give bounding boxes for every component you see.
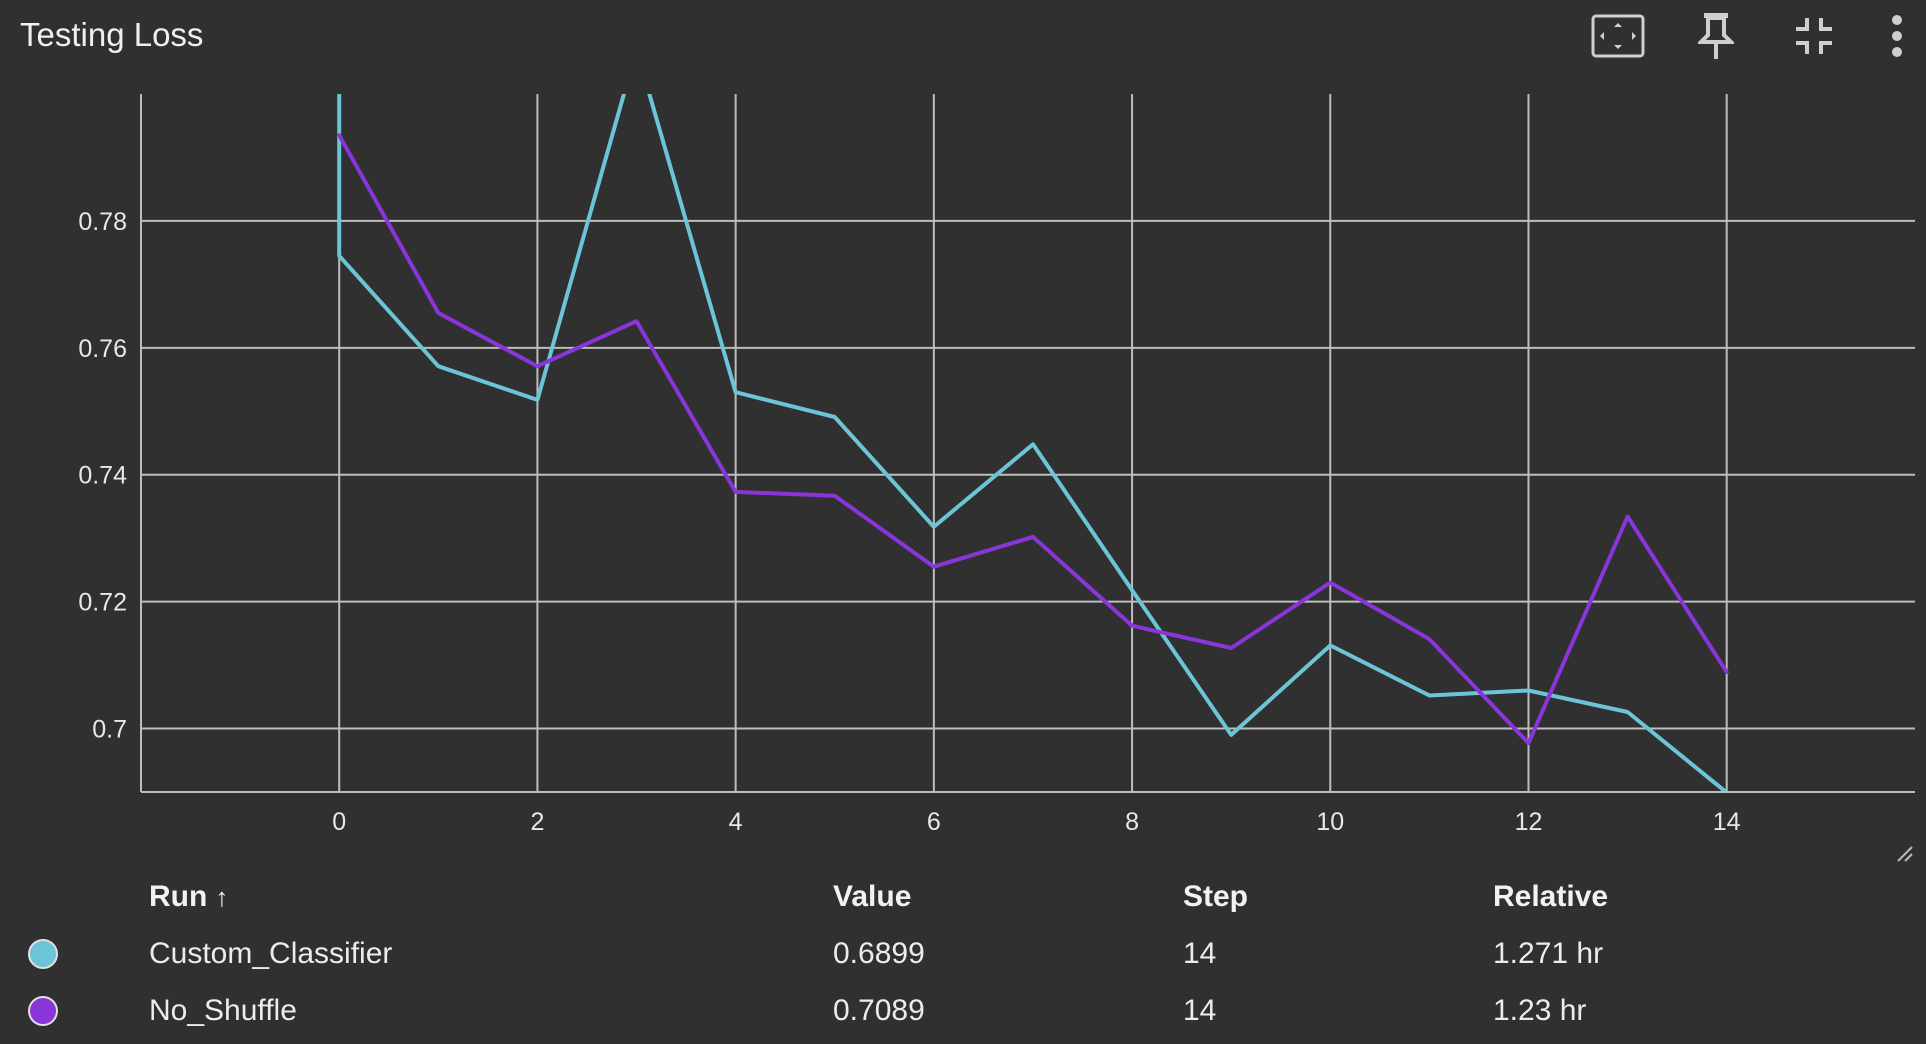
x-tick-label: 10 bbox=[1316, 808, 1344, 836]
chart-title: Testing Loss bbox=[20, 16, 204, 53]
relative-column-header[interactable]: Relative bbox=[1493, 880, 1609, 913]
card-header: Testing Loss bbox=[0, 0, 1926, 72]
line-chart[interactable]: 0 2 4 6 8 10 12 14 0.7 0.72 0.74 0.76 0.78 bbox=[0, 72, 1926, 872]
grid-lines bbox=[141, 94, 1915, 792]
table-row: Custom_Classifier 0.6899 14 1.271 hr bbox=[0, 925, 1926, 982]
pin-icon bbox=[1698, 11, 1734, 61]
y-tick-label: 0.76 bbox=[78, 335, 127, 363]
run-step: 14 bbox=[1183, 994, 1217, 1027]
axes: 0 2 4 6 8 10 12 14 0.7 0.72 0.74 0.76 0.78 bbox=[78, 94, 1915, 836]
run-value: 0.6899 bbox=[833, 937, 925, 970]
y-tick-label: 0.7 bbox=[92, 716, 127, 744]
more-vert-icon bbox=[1891, 14, 1903, 58]
table-header: Run ↑ Value Step Relative bbox=[0, 868, 1926, 925]
resize-handle[interactable] bbox=[1896, 845, 1914, 863]
x-tick-label: 4 bbox=[729, 808, 743, 836]
step-column-header[interactable]: Step bbox=[1183, 880, 1249, 913]
run-color-swatch bbox=[28, 996, 58, 1026]
y-tick-label: 0.72 bbox=[78, 589, 127, 617]
run-relative: 1.23 hr bbox=[1493, 994, 1587, 1027]
x-tick-label: 6 bbox=[927, 808, 941, 836]
chart-area[interactable]: 0 2 4 6 8 10 12 14 0.7 0.72 0.74 0.76 0.78 bbox=[0, 72, 1926, 872]
fit-to-screen-icon bbox=[1591, 14, 1645, 58]
x-tick-label: 12 bbox=[1515, 808, 1543, 836]
collapse-button[interactable] bbox=[1784, 8, 1844, 64]
run-header-label: Run bbox=[149, 880, 208, 913]
pin-button[interactable] bbox=[1686, 8, 1746, 64]
run-table: Run ↑ Value Step Relative Custom_Classifi… bbox=[0, 868, 1926, 1039]
table-row: No_Shuffle 0.7089 14 1.23 hr bbox=[0, 982, 1926, 1039]
x-tick-label: 0 bbox=[332, 808, 346, 836]
series-line-no-shuffle[interactable] bbox=[337, 133, 1729, 746]
series-lines bbox=[337, 72, 1729, 793]
x-tick-label: 2 bbox=[530, 808, 544, 836]
run-name: No_Shuffle bbox=[149, 994, 297, 1027]
fit-to-screen-button[interactable] bbox=[1588, 8, 1648, 64]
y-tick-label: 0.78 bbox=[78, 208, 127, 236]
run-step: 14 bbox=[1183, 937, 1217, 970]
run-value: 0.7089 bbox=[833, 994, 925, 1027]
collapse-icon bbox=[1794, 16, 1834, 56]
chart-toolbar bbox=[1550, 8, 1912, 64]
run-name: Custom_Classifier bbox=[149, 937, 393, 970]
series-line-custom-classifier[interactable] bbox=[337, 72, 1729, 793]
value-column-header[interactable]: Value bbox=[833, 880, 912, 913]
run-column-header[interactable]: Run ↑ bbox=[149, 868, 228, 925]
more-options-button[interactable] bbox=[1882, 8, 1912, 64]
sort-arrow-up-icon: ↑ bbox=[215, 882, 229, 912]
run-color-swatch bbox=[28, 939, 58, 969]
run-relative: 1.271 hr bbox=[1493, 937, 1604, 970]
x-tick-label: 14 bbox=[1713, 808, 1741, 836]
x-tick-label: 8 bbox=[1125, 808, 1139, 836]
y-tick-label: 0.74 bbox=[78, 462, 127, 490]
